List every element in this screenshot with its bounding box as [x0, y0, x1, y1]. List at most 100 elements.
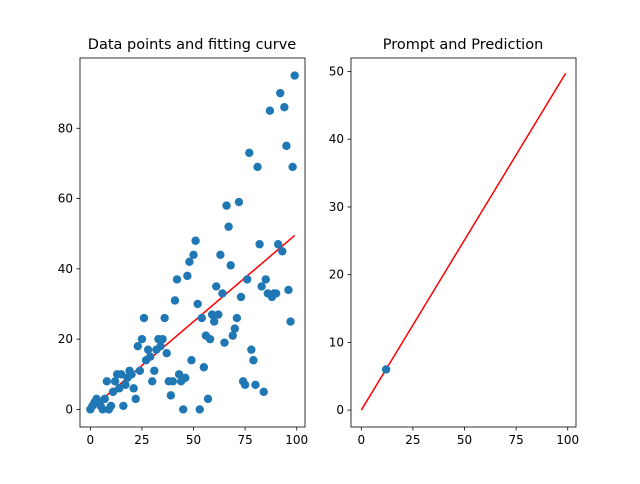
- left-data-point: [199, 363, 209, 372]
- left-data-point: [145, 352, 155, 361]
- left-y-tick-label: 60: [58, 192, 73, 206]
- right-x-tick-label: 100: [556, 433, 579, 447]
- left-data-point: [259, 387, 268, 397]
- right-y-tick-label: 40: [329, 132, 344, 146]
- left-data-point: [115, 384, 124, 393]
- right-data-point: [381, 365, 391, 374]
- left-data-point: [98, 405, 107, 414]
- left-data-point: [226, 261, 235, 270]
- left-data-point: [273, 240, 283, 249]
- left-panel: Data points and fitting curve 0 25 50 75 100…: [58, 37, 308, 447]
- right-panel-title: Prompt and Prediction: [383, 37, 544, 53]
- left-data-point: [232, 313, 242, 323]
- left-data-point: [117, 370, 126, 379]
- left-data-point: [195, 405, 204, 414]
- left-data-point: [245, 148, 254, 158]
- left-data-point: [214, 310, 223, 319]
- left-data-point: [121, 380, 130, 390]
- left-x-tick-label: 75: [237, 433, 252, 447]
- left-data-point: [230, 324, 240, 333]
- left-data-point: [193, 299, 202, 309]
- left-data-point: [100, 394, 109, 404]
- right-y-tick-label: 50: [329, 65, 344, 79]
- left-data-point: [290, 71, 299, 80]
- left-data-point: [276, 88, 285, 98]
- left-data-point: [224, 222, 233, 231]
- right-x-tick-label: 25: [405, 433, 420, 447]
- left-data-point: [168, 377, 178, 386]
- left-data-point: [170, 296, 180, 305]
- left-data-point: [162, 349, 171, 358]
- left-data-point: [218, 289, 227, 298]
- left-y-tick-label: 20: [58, 332, 73, 346]
- left-data-point: [127, 370, 136, 379]
- left-data-point: [110, 377, 120, 386]
- left-data-point: [255, 240, 264, 249]
- left-data-point: [148, 377, 157, 386]
- left-data-point: [205, 334, 215, 344]
- left-panel-title: Data points and fitting curve: [88, 37, 297, 53]
- left-data-point: [288, 162, 297, 172]
- left-data-point: [249, 356, 258, 365]
- left-x-tick-label: 0: [87, 433, 95, 447]
- left-data-point: [150, 366, 159, 375]
- right-axes-frame: [350, 57, 577, 428]
- left-y-tick-label: 0: [65, 402, 73, 416]
- left-data-point: [108, 387, 118, 397]
- left-data-point: [102, 377, 112, 386]
- left-data-point: [129, 384, 138, 393]
- left-data-point: [228, 331, 237, 340]
- left-data-point: [271, 289, 281, 298]
- right-y-tick-label: 30: [329, 200, 344, 214]
- left-data-point: [203, 394, 213, 404]
- left-data-point: [234, 197, 244, 207]
- left-data-point: [243, 275, 252, 284]
- left-data-point: [209, 317, 219, 326]
- left-data-point: [247, 345, 256, 354]
- left-data-point: [183, 271, 192, 281]
- left-data-point: [174, 370, 184, 379]
- left-data-point: [280, 103, 289, 112]
- left-data-point: [251, 380, 260, 390]
- right-y-tick-label: 10: [329, 335, 344, 349]
- left-data-point: [212, 282, 221, 291]
- left-data-point: [253, 162, 262, 172]
- left-data-point: [181, 373, 190, 382]
- left-data-point: [166, 391, 176, 400]
- left-x-tick-label: 50: [186, 433, 201, 447]
- left-data-point: [282, 141, 291, 151]
- right-y-tick-label: 20: [329, 268, 344, 282]
- left-data-point: [220, 338, 229, 347]
- left-data-point: [119, 401, 128, 411]
- left-data-point: [158, 334, 167, 344]
- left-data-point: [261, 275, 270, 284]
- left-data-point: [257, 282, 266, 291]
- left-data-point: [179, 405, 188, 414]
- right-plot-area: [360, 72, 567, 411]
- right-x-tick-label: 0: [358, 433, 366, 447]
- left-x-tick-label: 100: [285, 433, 308, 447]
- left-data-point: [133, 341, 142, 351]
- left-data-point: [160, 313, 169, 323]
- left-plot-area: [86, 71, 299, 414]
- left-data-point: [236, 292, 246, 302]
- left-data-point: [137, 334, 147, 344]
- right-x-tick-label: 75: [508, 433, 523, 447]
- left-data-point: [135, 366, 145, 375]
- right-y-tick-label: 0: [336, 403, 344, 417]
- left-data-point: [131, 394, 140, 404]
- left-y-tick-label: 40: [58, 262, 73, 276]
- left-data-point: [284, 285, 293, 295]
- left-x-tick-label: 25: [134, 433, 149, 447]
- left-data-point: [156, 341, 165, 351]
- left-data-point: [216, 250, 225, 259]
- left-data-point: [278, 247, 287, 256]
- left-data-point: [185, 257, 194, 267]
- right-panel: Prompt and Prediction 0 25 50 75 100 0 10 20 30 4…: [329, 37, 579, 447]
- left-data-point: [207, 310, 217, 319]
- left-data-point: [265, 106, 275, 115]
- left-y-tick-label: 80: [58, 121, 73, 135]
- left-data-point: [139, 313, 149, 323]
- left-data-point: [191, 236, 200, 245]
